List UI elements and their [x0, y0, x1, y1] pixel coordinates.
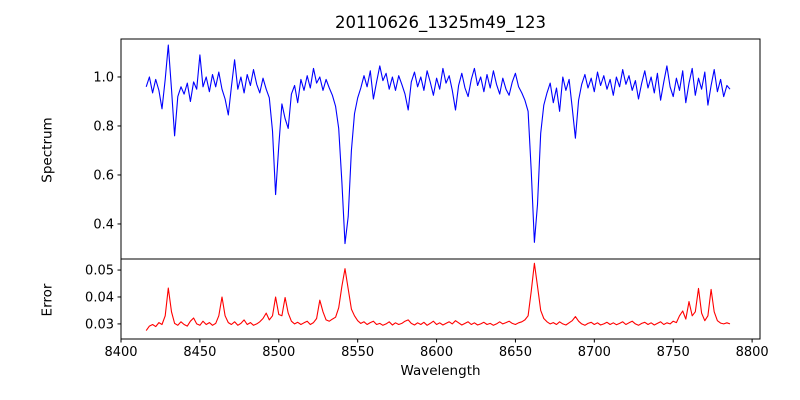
error-line: [145, 262, 731, 331]
spectrum-y-tick-label: 0.6: [93, 168, 114, 183]
x-tick-label: 8700: [578, 345, 611, 360]
x-tick-label: 8800: [736, 345, 769, 360]
spectrum-panel-border: [120, 38, 761, 260]
spectrum-y-tick-label: 0.8: [93, 119, 114, 134]
x-tick-label: 8600: [420, 345, 453, 360]
x-tick-label: 8650: [499, 345, 532, 360]
wavelength-x-axis-label: Wavelength: [400, 363, 481, 379]
x-tick-label: 8750: [657, 345, 690, 360]
error-panel-border: [120, 258, 761, 340]
error-y-tick-label: 0.03: [85, 317, 114, 332]
spectrum-line: [145, 44, 731, 245]
x-tick-label: 8500: [262, 345, 295, 360]
x-tick-label: 8550: [341, 345, 374, 360]
x-tick-label: 8450: [183, 345, 216, 360]
chart-title: 20110626_1325m49_123: [334, 13, 547, 32]
spectrum-y-tick-label: 0.4: [93, 217, 114, 232]
error-y-tick-label: 0.04: [85, 290, 114, 305]
error-y-tick-label: 0.05: [85, 264, 114, 279]
x-tick-label: 8400: [104, 345, 137, 360]
spectrum-y-tick-label: 1.0: [93, 70, 114, 85]
